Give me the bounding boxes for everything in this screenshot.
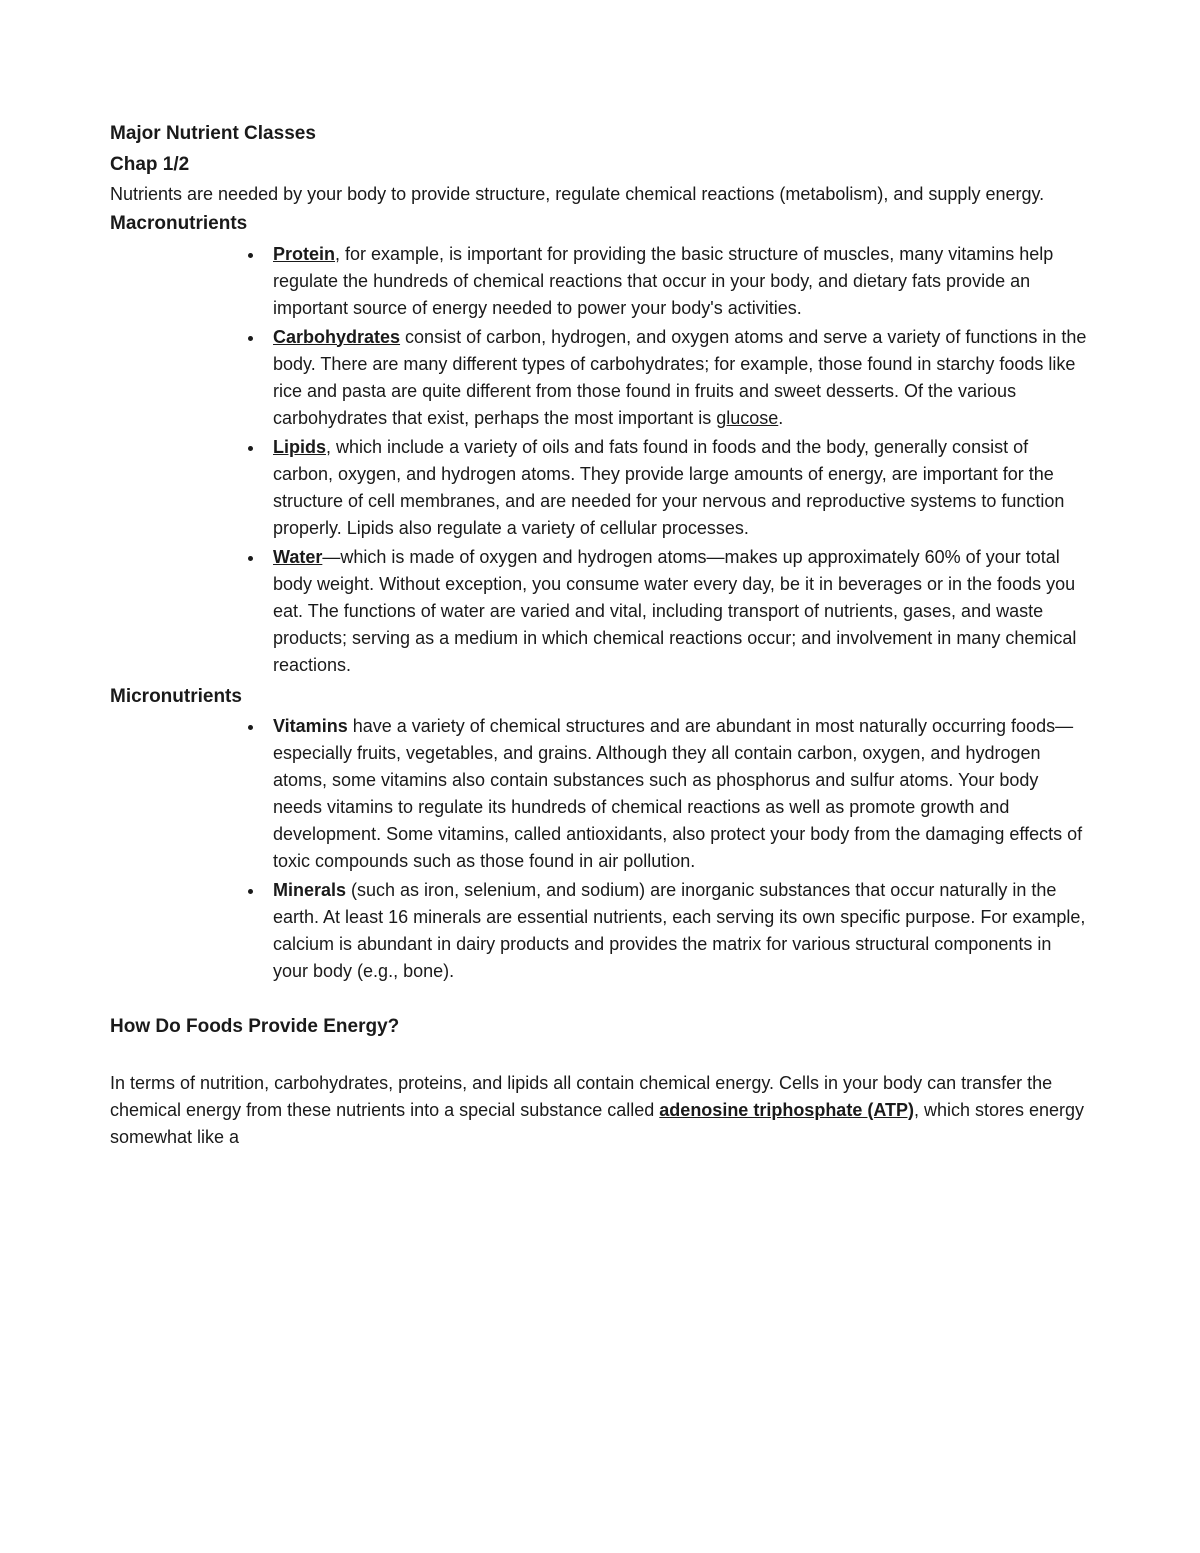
intro-paragraph: Nutrients are needed by your body to pro… bbox=[110, 181, 1090, 208]
carbohydrates-text-2: . bbox=[778, 408, 783, 428]
protein-item: Protein, for example, is important for p… bbox=[265, 241, 1090, 322]
chapter-heading: Chap 1/2 bbox=[110, 151, 1090, 180]
macronutrients-list: Protein, for example, is important for p… bbox=[110, 241, 1090, 679]
water-item: Water—which is made of oxygen and hydrog… bbox=[265, 544, 1090, 679]
protein-text: , for example, is important for providin… bbox=[273, 244, 1053, 318]
energy-heading: How Do Foods Provide Energy? bbox=[110, 1013, 1090, 1042]
protein-term: Protein bbox=[273, 244, 335, 264]
minerals-text: (such as iron, selenium, and sodium) are… bbox=[273, 880, 1085, 981]
water-term: Water bbox=[273, 547, 322, 567]
vitamins-term: Vitamins bbox=[273, 716, 348, 736]
micronutrients-heading: Micronutrients bbox=[110, 683, 1090, 712]
energy-paragraph: In terms of nutrition, carbohydrates, pr… bbox=[110, 1070, 1090, 1151]
main-heading: Major Nutrient Classes bbox=[110, 120, 1090, 149]
carbohydrates-item: Carbohydrates consist of carbon, hydroge… bbox=[265, 324, 1090, 432]
minerals-item: Minerals (such as iron, selenium, and so… bbox=[265, 877, 1090, 985]
atp-term: adenosine triphosphate (ATP) bbox=[659, 1100, 914, 1120]
minerals-term: Minerals bbox=[273, 880, 346, 900]
lipids-text: , which include a variety of oils and fa… bbox=[273, 437, 1064, 538]
vitamins-text: have a variety of chemical structures an… bbox=[273, 716, 1082, 871]
glucose-term: glucose bbox=[716, 408, 778, 428]
carbohydrates-term: Carbohydrates bbox=[273, 327, 400, 347]
vitamins-item: Vitamins have a variety of chemical stru… bbox=[265, 713, 1090, 875]
micronutrients-list: Vitamins have a variety of chemical stru… bbox=[110, 713, 1090, 985]
lipids-term: Lipids bbox=[273, 437, 326, 457]
water-text: —which is made of oxygen and hydrogen at… bbox=[273, 547, 1076, 675]
macronutrients-heading: Macronutrients bbox=[110, 210, 1090, 239]
lipids-item: Lipids, which include a variety of oils … bbox=[265, 434, 1090, 542]
